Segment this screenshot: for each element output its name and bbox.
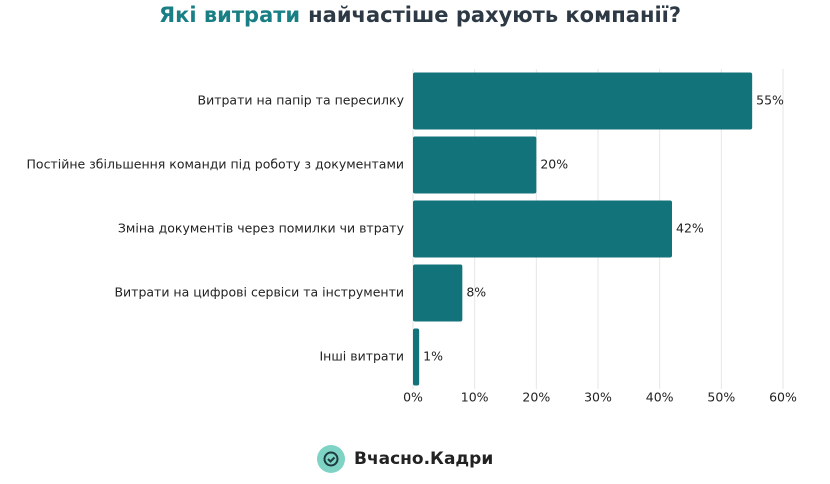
x-tick-label: 30%	[584, 390, 612, 405]
y-tick-label: Постійне збільшення команди під роботу з…	[27, 157, 404, 172]
title-highlight: Які витрати	[159, 3, 300, 27]
y-tick-label: Зміна документів через помилки чи втрату	[118, 221, 405, 236]
x-tick-label: 0%	[403, 390, 423, 405]
x-tick-label: 10%	[461, 390, 489, 405]
bar	[413, 200, 672, 258]
y-tick-label: Витрати на папір та пересилку	[198, 93, 405, 108]
value-label: 20%	[540, 157, 568, 172]
bar	[413, 72, 753, 130]
value-label: 55%	[756, 93, 784, 108]
y-tick-label: Інші витрати	[319, 349, 404, 364]
title-rest: найчастіше рахують компанії?	[308, 3, 681, 27]
x-tick-label: 20%	[522, 390, 550, 405]
value-label: 8%	[466, 285, 486, 300]
value-label: 42%	[676, 221, 704, 236]
bar	[413, 328, 420, 386]
logo-icon	[317, 445, 345, 473]
bar	[413, 264, 463, 322]
chart-title: Які витрати найчастіше рахують компанії?	[159, 3, 681, 27]
x-tick-label: 60%	[769, 390, 797, 405]
y-tick-label: Витрати на цифрові сервіси та інструмент…	[114, 285, 404, 300]
x-tick-label: 40%	[646, 390, 674, 405]
x-tick-label: 50%	[707, 390, 735, 405]
bar	[413, 136, 537, 194]
value-label: 1%	[423, 349, 443, 364]
logo-text: Вчасно.Кадри	[354, 449, 493, 469]
